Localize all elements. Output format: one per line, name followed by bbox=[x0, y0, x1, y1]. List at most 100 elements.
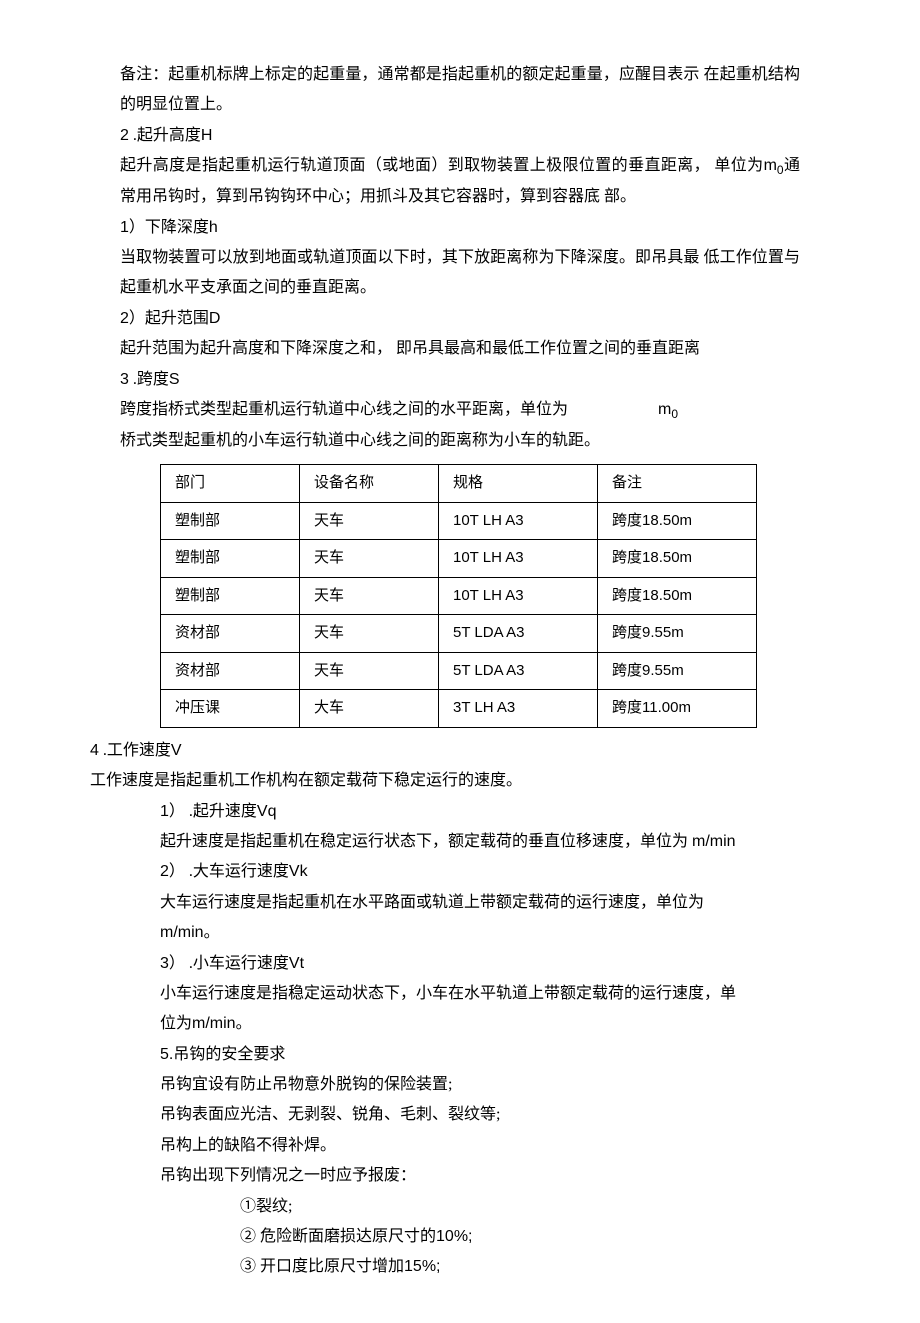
section-5-d: 吊钩出现下列情况之一时应予报废： bbox=[120, 1161, 800, 1191]
table-cell: 5T LDA A3 bbox=[439, 615, 598, 653]
sub-symbol: h bbox=[209, 219, 218, 236]
table-cell: 天车 bbox=[300, 615, 439, 653]
text: 跨度指桥式类型起重机运行轨道中心线之间的水平距离，单位为 bbox=[120, 401, 568, 418]
table-row: 塑制部天车10T LH A3跨度18.50m bbox=[161, 577, 757, 615]
sub-text: ） .小车运行速度 bbox=[169, 955, 289, 972]
section-2-heading: 2 .起升高度H bbox=[120, 121, 800, 151]
table-row: 塑制部天车10T LH A3跨度18.50m bbox=[161, 502, 757, 540]
table-cell: 天车 bbox=[300, 652, 439, 690]
sub-num: 2 bbox=[120, 310, 129, 327]
sub-symbol: D bbox=[209, 310, 221, 327]
table-cell: 跨度18.50m bbox=[598, 502, 757, 540]
section-2-2-heading: 2）起升范围D bbox=[120, 304, 800, 334]
unit: m/min bbox=[692, 833, 736, 850]
table-cell: 5T LDA A3 bbox=[439, 652, 598, 690]
table-cell: 跨度18.50m bbox=[598, 540, 757, 578]
section-5-c: 吊构上的缺陷不得补焊。 bbox=[120, 1131, 800, 1161]
table-cell: 3T LH A3 bbox=[439, 690, 598, 728]
table-header: 备注 bbox=[598, 465, 757, 503]
unit-m: m bbox=[658, 401, 671, 418]
unit: m/min bbox=[192, 1015, 236, 1032]
table-cell: 塑制部 bbox=[161, 540, 300, 578]
sub-num: 3 bbox=[160, 955, 169, 972]
sub-symbol: Vk bbox=[289, 863, 308, 880]
table-cell: 天车 bbox=[300, 540, 439, 578]
section-num: 4 bbox=[90, 742, 99, 759]
table-cell: 跨度18.50m bbox=[598, 577, 757, 615]
section-2-1-desc: 当取物装置可以放到地面或轨道顶面以下时，其下放距离称为下降深度。即吊具最 低工作… bbox=[120, 243, 800, 304]
table-cell: 10T LH A3 bbox=[439, 577, 598, 615]
table-cell: 塑制部 bbox=[161, 577, 300, 615]
table-header-row: 部门 设备名称 规格 备注 bbox=[161, 465, 757, 503]
section-2-2-desc: 起升范围为起升高度和下降深度之和， 即吊具最高和最低工作位置之间的垂直距离 bbox=[120, 334, 800, 364]
table-cell: 资材部 bbox=[161, 615, 300, 653]
text: 。 bbox=[236, 1015, 252, 1032]
section-4-3-desc-a: 小车运行速度是指稳定运动状态下，小车在水平轨道上带额定载荷的运行速度，单 bbox=[120, 979, 800, 1009]
table-row: 资材部天车5T LDA A3跨度9.55m bbox=[161, 615, 757, 653]
section-5-a: 吊钩宜设有防止吊物意外脱钩的保险装置; bbox=[120, 1070, 800, 1100]
section-text: .起升高度 bbox=[129, 127, 201, 144]
percent: 15%; bbox=[404, 1258, 440, 1275]
section-text: .跨度 bbox=[129, 371, 169, 388]
section-symbol: V bbox=[171, 742, 182, 759]
section-5-heading: 5.吊钩的安全要求 bbox=[120, 1040, 800, 1070]
sub-text: ） .起升速度 bbox=[169, 803, 257, 820]
section-3-desc-b: 桥式类型起重机的小车运行轨道中心线之间的距离称为小车的轨距。 bbox=[120, 426, 800, 456]
percent: 10%; bbox=[436, 1228, 472, 1245]
table-row: 塑制部天车10T LH A3跨度18.50m bbox=[161, 540, 757, 578]
section-num: 3 bbox=[120, 371, 129, 388]
table-cell: 跨度9.55m bbox=[598, 652, 757, 690]
unit: m/min bbox=[160, 924, 204, 941]
list-item-1: ①裂纹; bbox=[120, 1192, 800, 1222]
sub-num: 1 bbox=[160, 803, 169, 820]
sub-text: ）下降深度 bbox=[129, 219, 209, 236]
table-cell: 10T LH A3 bbox=[439, 540, 598, 578]
section-symbol: S bbox=[169, 371, 180, 388]
text: ③ 开口度比原尺寸增加 bbox=[240, 1258, 404, 1275]
text: 。 bbox=[204, 924, 220, 941]
note-paragraph: 备注：起重机标牌上标定的起重量，通常都是指起重机的额定起重量，应醒目表示 在起重… bbox=[120, 60, 800, 121]
table-cell: 跨度11.00m bbox=[598, 690, 757, 728]
table-cell: 天车 bbox=[300, 502, 439, 540]
section-4-1-heading: 1） .起升速度Vq bbox=[120, 797, 800, 827]
section-4-2-desc: 大车运行速度是指起重机在水平路面或轨道上带额定载荷的运行速度，单位为 bbox=[120, 888, 800, 918]
section-5-b: 吊钩表面应光洁、无剥裂、锐角、毛刺、裂纹等; bbox=[120, 1100, 800, 1130]
section-2-desc: 起升高度是指起重机运行轨道顶面（或地面）到取物装置上极限位置的垂直距离， 单位为… bbox=[120, 151, 800, 212]
table-cell: 大车 bbox=[300, 690, 439, 728]
section-4-1-desc: 起升速度是指起重机在稳定运行状态下，额定载荷的垂直位移速度，单位为 m/min bbox=[120, 827, 800, 857]
table-cell: 天车 bbox=[300, 577, 439, 615]
section-symbol: H bbox=[201, 127, 213, 144]
table-row: 冲压课大车3T LH A3跨度11.00m bbox=[161, 690, 757, 728]
sub-text: ）起升范围 bbox=[129, 310, 209, 327]
sub-num: 2 bbox=[160, 863, 169, 880]
list-item-3: ③ 开口度比原尺寸增加15%; bbox=[120, 1252, 800, 1282]
unit-sub: 0 bbox=[777, 163, 784, 177]
section-4-heading: 4 .工作速度V bbox=[90, 736, 800, 766]
text: 起升速度是指起重机在稳定运行状态下，额定载荷的垂直位移速度，单位为 bbox=[160, 833, 692, 850]
table-cell: 跨度9.55m bbox=[598, 615, 757, 653]
sub-num: 1 bbox=[120, 219, 129, 236]
section-4-3-desc-b: 位为m/min。 bbox=[120, 1009, 800, 1039]
text: ② 危险断面磨损达原尺寸的 bbox=[240, 1228, 436, 1245]
section-3-desc-a: 跨度指桥式类型起重机运行轨道中心线之间的水平距离，单位为 m0 bbox=[120, 395, 800, 426]
table-cell: 资材部 bbox=[161, 652, 300, 690]
section-4-2-heading: 2） .大车运行速度Vk bbox=[120, 857, 800, 887]
section-4-3-heading: 3） .小车运行速度Vt bbox=[120, 949, 800, 979]
section-num: 2 bbox=[120, 127, 129, 144]
unit-sub: 0 bbox=[671, 407, 678, 421]
text: 位为 bbox=[160, 1015, 192, 1032]
section-4-2-unit: m/min。 bbox=[120, 918, 800, 948]
table-header: 规格 bbox=[439, 465, 598, 503]
sub-symbol: Vt bbox=[289, 955, 304, 972]
sub-symbol: Vq bbox=[257, 803, 277, 820]
equipment-table: 部门 设备名称 规格 备注 塑制部天车10T LH A3跨度18.50m塑制部天… bbox=[160, 464, 757, 728]
section-text: .工作速度 bbox=[99, 742, 171, 759]
text: 5.吊钩的安全要求 bbox=[160, 1046, 285, 1063]
table-cell: 10T LH A3 bbox=[439, 502, 598, 540]
table-cell: 塑制部 bbox=[161, 502, 300, 540]
section-2-1-heading: 1）下降深度h bbox=[120, 213, 800, 243]
table-header: 部门 bbox=[161, 465, 300, 503]
section-4-desc: 工作速度是指起重机工作机构在额定载荷下稳定运行的速度。 bbox=[90, 766, 800, 796]
table-cell: 冲压课 bbox=[161, 690, 300, 728]
unit-m: m bbox=[764, 157, 777, 174]
